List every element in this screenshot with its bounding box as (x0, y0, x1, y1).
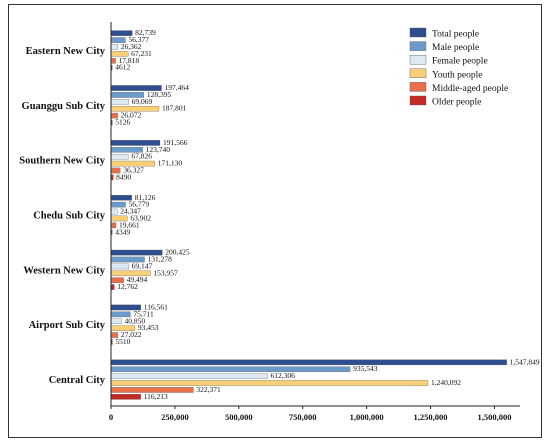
data-label: 56,779 (129, 200, 150, 209)
x-tick-label: 1,500,000 (477, 412, 511, 422)
legend-label: Youth people (432, 70, 483, 80)
legend-swatch (409, 55, 427, 65)
data-label: 5126 (115, 118, 130, 127)
data-label: 116,213 (144, 392, 168, 401)
data-label: 4349 (115, 227, 130, 236)
data-label: 187,801 (162, 104, 187, 113)
data-label: 63,902 (130, 213, 151, 222)
data-label: 1,240,092 (431, 378, 461, 387)
bar (110, 366, 351, 372)
x-tick-label: 750,000 (289, 412, 317, 422)
category-label: Airport Sub City (29, 320, 106, 331)
x-tick-label: 1,000,000 (350, 412, 384, 422)
data-label: 67,826 (131, 152, 152, 161)
legend-label: Total people (432, 30, 479, 40)
category-label: Eastern New City (26, 46, 106, 57)
x-tick-label: 500,000 (225, 412, 253, 422)
data-label: 935,543 (353, 364, 378, 373)
data-label: 116,561 (144, 302, 168, 311)
legend-swatch (409, 41, 427, 51)
data-label: 40,850 (124, 316, 145, 325)
data-label: 197,464 (164, 83, 189, 92)
bar (110, 394, 141, 400)
data-label: 612,306 (271, 371, 296, 380)
data-label: 82,739 (135, 28, 156, 37)
data-label: 26,072 (121, 111, 142, 120)
data-label: 200,425 (165, 248, 190, 257)
bar (110, 153, 129, 160)
legend-label: Male people (432, 43, 479, 53)
data-label: 131,278 (148, 255, 173, 264)
data-label: 67,231 (131, 49, 152, 58)
legend-label: Female people (432, 57, 488, 67)
category-label: Guanggu Sub City (22, 101, 106, 112)
legend-swatch (409, 95, 427, 106)
bar (110, 208, 118, 215)
data-label: 36,327 (123, 165, 144, 174)
category-label: Southern New City (19, 156, 105, 167)
data-label: 191,566 (163, 138, 188, 147)
legend-label: Older people (432, 98, 481, 108)
data-label: 5510 (115, 337, 130, 346)
bar (110, 99, 129, 105)
data-label: 322,371 (196, 385, 221, 394)
data-label: 81,126 (135, 193, 156, 202)
data-label: 12,762 (117, 282, 138, 291)
legend-swatch (409, 27, 427, 38)
bar (110, 263, 129, 270)
chart-frame (8, 4, 542, 438)
data-label: 171,130 (158, 159, 183, 168)
data-label: 24,347 (120, 207, 141, 216)
data-label: 56,377 (128, 35, 149, 44)
x-tick-label: 1,250,000 (414, 412, 448, 422)
legend-swatch (409, 82, 427, 92)
data-label: 8490 (116, 172, 131, 181)
data-label: 17,818 (119, 56, 140, 65)
x-tick-label: 0 (109, 412, 113, 422)
bar (110, 373, 268, 379)
data-label: 69,147 (132, 261, 153, 270)
data-label: 19,661 (119, 220, 140, 229)
data-label: 123,740 (146, 145, 171, 154)
bar (110, 380, 429, 386)
bar (110, 359, 507, 366)
legend-label: Middle-aged people (432, 84, 508, 94)
data-label: 26,362 (121, 42, 142, 51)
category-label: Central City (49, 375, 106, 386)
data-label: 49,494 (127, 275, 148, 284)
category-label: Western New City (23, 265, 105, 276)
data-label: 128,395 (147, 90, 172, 99)
data-label: 1,547,849 (510, 357, 540, 366)
data-label: 27,022 (121, 330, 142, 339)
bar (110, 44, 118, 50)
bar (110, 318, 122, 325)
data-label: 93,453 (138, 323, 159, 332)
legend-swatch (409, 68, 427, 79)
data-label: 69,069 (132, 97, 153, 106)
data-label: 75,711 (133, 309, 154, 318)
category-label: Chedu Sub City (33, 211, 106, 222)
x-tick-label: 250,000 (161, 412, 189, 422)
data-label: 4612 (115, 63, 130, 72)
data-label: 153,957 (153, 268, 178, 277)
